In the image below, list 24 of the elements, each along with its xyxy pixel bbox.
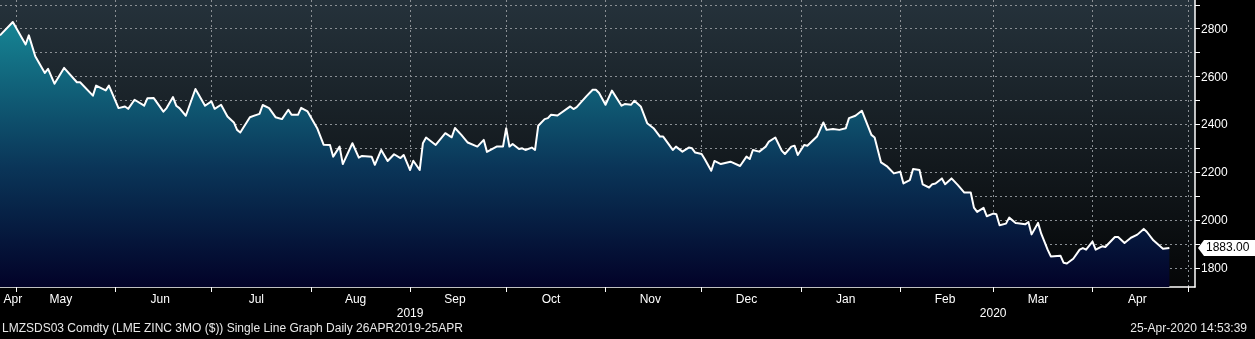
y-tick-label: 2600 xyxy=(1201,69,1229,84)
x-tick-label: Oct xyxy=(541,292,562,306)
x-tick-label: May xyxy=(49,292,73,306)
y-tick-label: 2400 xyxy=(1201,117,1229,132)
x-tick-label: Jul xyxy=(248,292,264,306)
x-tick-label: Nov xyxy=(639,292,662,306)
x-tick-label: Apr xyxy=(1127,292,1147,306)
x-tick-label: Dec xyxy=(735,292,758,306)
x2-tick-label: 2020 xyxy=(979,306,1007,320)
y-tick-label: 2800 xyxy=(1201,21,1229,36)
x-tick-label: Feb xyxy=(934,292,956,306)
y-tick-label: 2200 xyxy=(1201,165,1229,180)
y-tick-label: 2000 xyxy=(1201,213,1229,228)
y-tick-label: 1800 xyxy=(1201,260,1229,275)
text: 1883.00 xyxy=(1206,240,1250,255)
x-tick-label: Apr xyxy=(3,292,23,306)
x-tick-label: Sep xyxy=(444,292,466,306)
text: LMZSDS03 Comdty (LME ZINC 3MO ($)) Single Line Graph Daily 26APR2019-25APR xyxy=(2,321,464,335)
x2-tick-label: 2019 xyxy=(396,306,424,320)
text: 25-Apr-2020 14:53:39 xyxy=(1130,321,1248,335)
x-tick-label: Jun xyxy=(150,292,170,306)
x-tick-label: Mar xyxy=(1027,292,1049,306)
x-tick-label: Aug xyxy=(344,292,367,306)
x-tick-label: Jan xyxy=(836,292,856,306)
